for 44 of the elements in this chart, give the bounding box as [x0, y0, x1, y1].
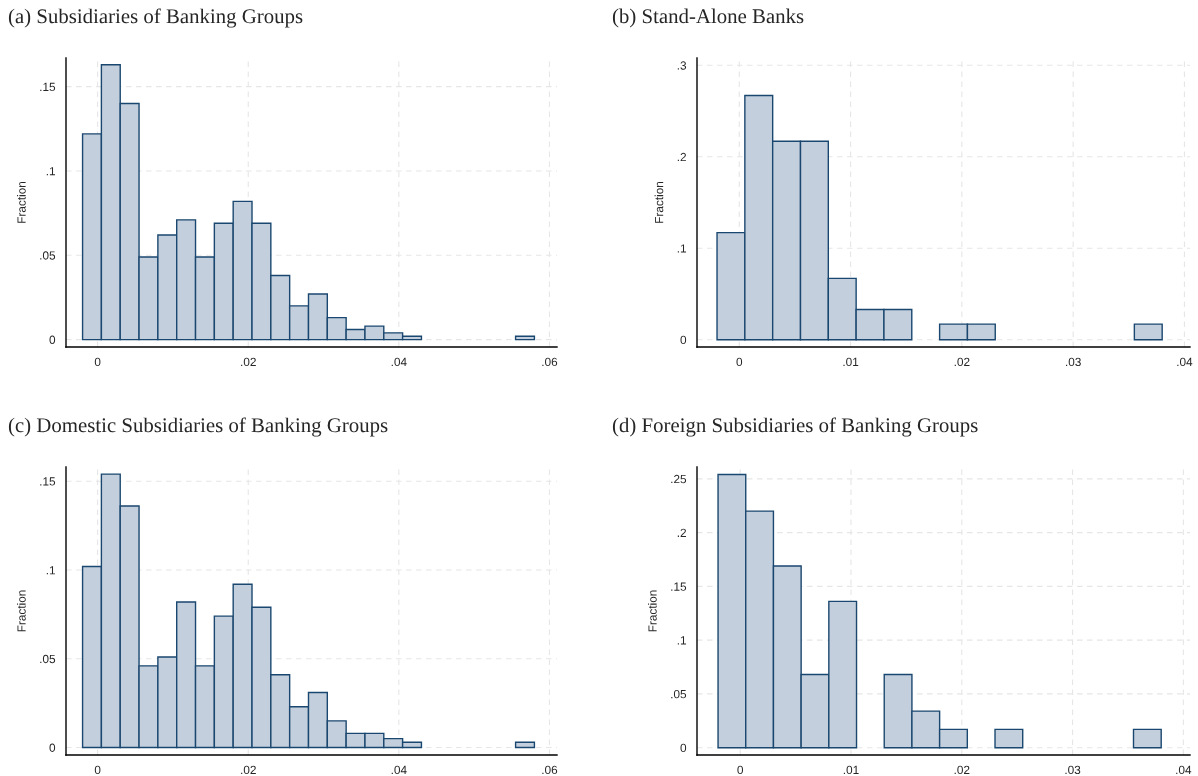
y-tick-label: .3: [677, 61, 687, 70]
x-tick-label: 0: [94, 357, 101, 367]
x-tick-label: .02: [241, 765, 256, 775]
y-axis-title: Fraction: [17, 181, 26, 223]
x-tick-label: .01: [843, 765, 859, 775]
y-tick-label: .1: [677, 636, 687, 645]
y-tick-label: 0: [680, 335, 687, 345]
x-tick-label: .04: [1176, 765, 1192, 775]
chart-title: (c) Domestic Subsidiaries of Banking Groups: [8, 417, 388, 437]
chart-title: (d) Foreign Subsidiaries of Banking Groups: [612, 417, 978, 437]
y-tick-label: 0: [49, 335, 56, 344]
x-tick-label: .03: [1065, 765, 1081, 775]
y-tick-label: .1: [677, 244, 687, 253]
y-axis-title: Fraction: [17, 590, 26, 632]
y-tick-label: .25: [671, 474, 687, 484]
x-tick-label: .06: [542, 765, 558, 775]
x-tick-label: .04: [391, 357, 407, 367]
y-axis-title: Fraction: [654, 181, 664, 223]
x-tick-label: .06: [542, 357, 558, 367]
y-axis-title: Fraction: [648, 590, 657, 632]
chart-title: (a) Subsidiaries of Banking Groups: [8, 8, 303, 28]
y-tick-label: .1: [46, 167, 56, 176]
y-tick-label: .2: [677, 528, 686, 537]
y-tick-label: .15: [40, 82, 56, 92]
chart-title: (b) Stand-Alone Banks: [612, 8, 804, 28]
y-tick-label: .15: [671, 582, 687, 591]
y-tick-label: .2: [677, 152, 686, 162]
y-tick-label: 0: [49, 743, 56, 752]
x-tick-label: .02: [954, 765, 970, 775]
x-tick-label: 0: [737, 765, 744, 775]
y-tick-label: .15: [40, 477, 56, 486]
y-tick-label: .1: [46, 566, 56, 575]
y-tick-label: .05: [40, 654, 56, 664]
x-tick-label: .02: [954, 357, 970, 367]
x-tick-label: .01: [843, 357, 859, 367]
x-tick-label: .02: [241, 357, 256, 367]
y-tick-label: 0: [680, 743, 687, 753]
y-tick-label: .05: [671, 689, 687, 699]
y-tick-label: .05: [40, 251, 56, 260]
x-tick-label: 0: [736, 357, 743, 367]
x-tick-label: .03: [1066, 357, 1081, 367]
x-tick-label: .04: [1177, 357, 1193, 367]
x-tick-label: .04: [391, 765, 407, 775]
x-tick-label: 0: [94, 765, 101, 775]
